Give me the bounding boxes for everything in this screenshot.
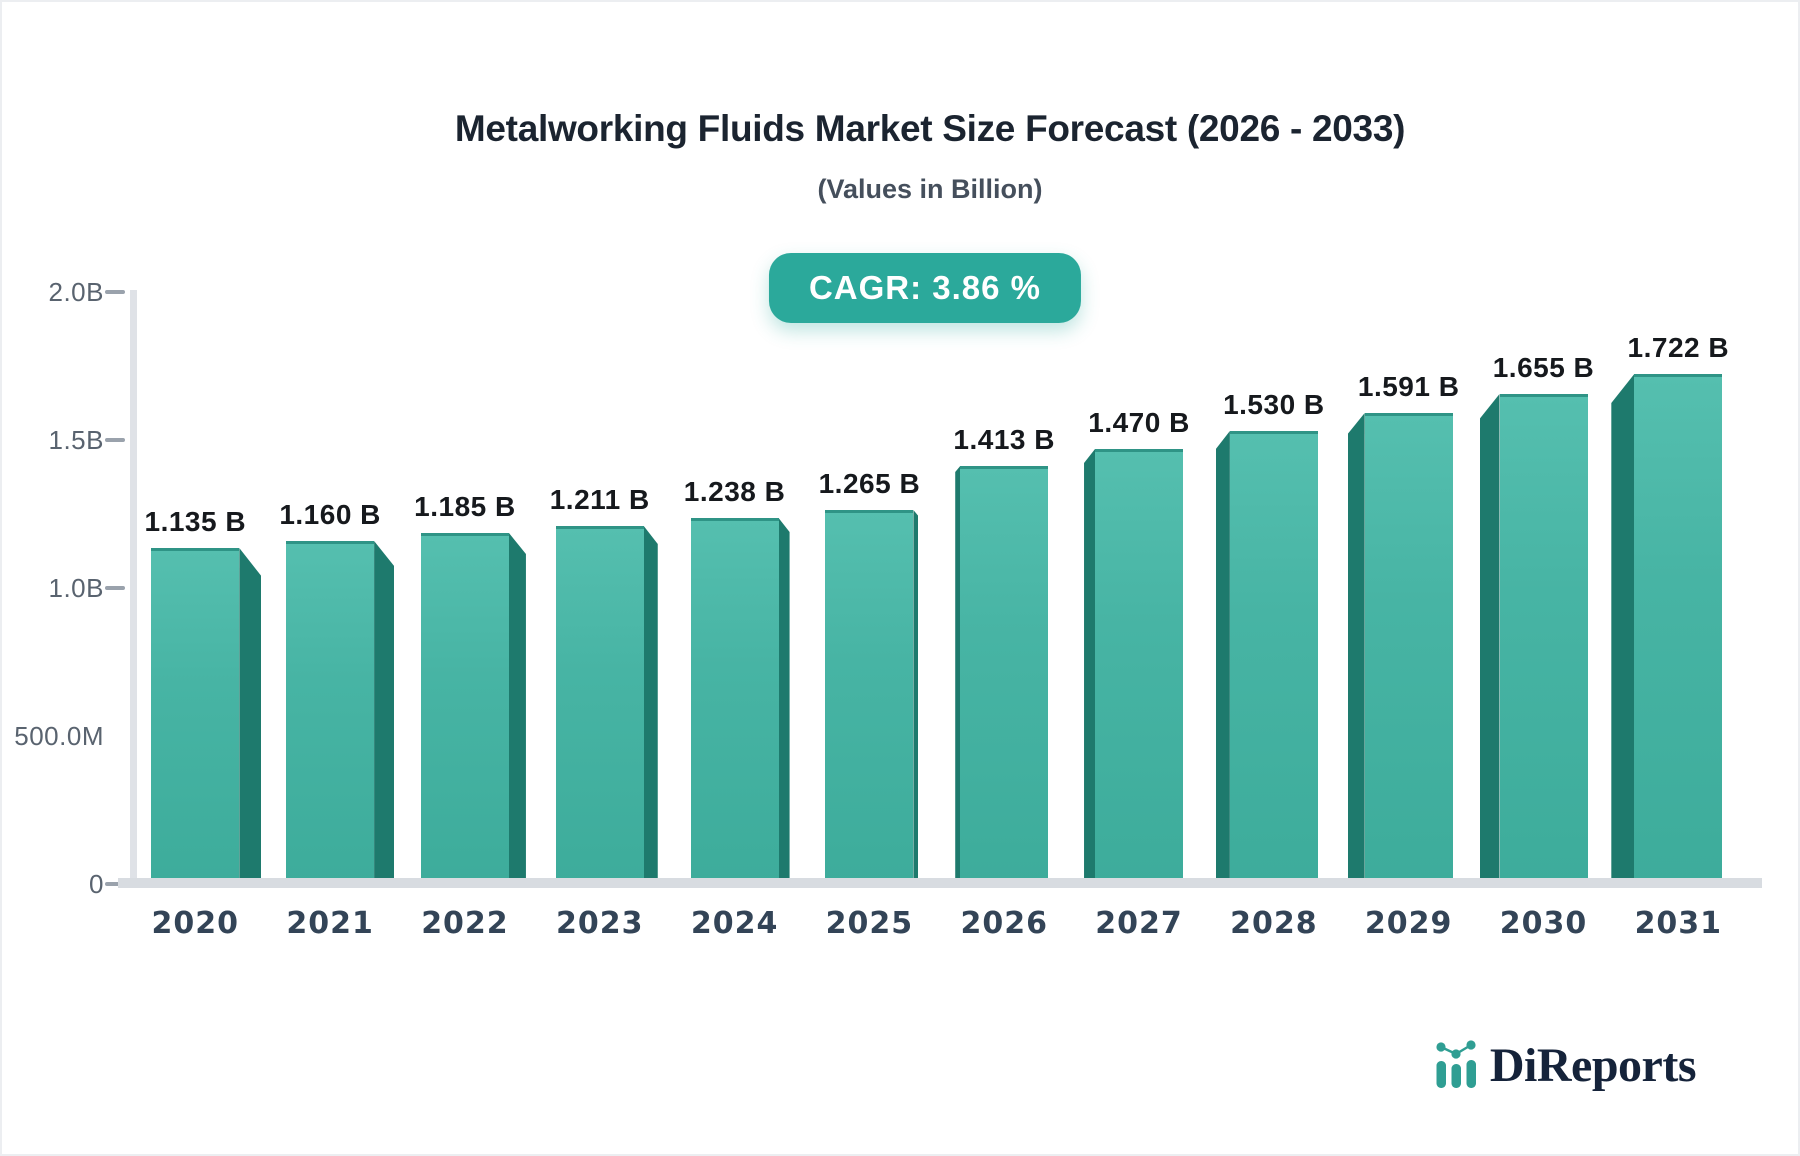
- x-axis-label: 2030: [1499, 906, 1588, 941]
- bar: [690, 518, 779, 884]
- y-axis-tick-dash: [105, 290, 125, 294]
- bar-value-label: 1.238 B: [683, 476, 786, 507]
- logo-text: DiReports: [1489, 1039, 1697, 1092]
- x-axis-label: 2028: [1230, 906, 1318, 941]
- y-axis-tick-label: 500.0M: [14, 721, 104, 751]
- bar-side-face: [1347, 413, 1365, 884]
- x-axis-label: 2022: [421, 906, 509, 941]
- bar-value-label: 1.591 B: [1357, 371, 1460, 402]
- y-axis-tick-label: 2.0B: [48, 277, 104, 307]
- bar: [555, 526, 644, 884]
- bar-value-label: 1.211 B: [549, 484, 650, 515]
- bar-value-label: 1.135 B: [144, 506, 247, 537]
- bar: [1364, 413, 1453, 884]
- bar-value-label: 1.530 B: [1223, 389, 1325, 420]
- bar-side-face: [374, 541, 395, 884]
- x-axis-label: 2025: [825, 906, 914, 941]
- x-axis-label: 2020: [151, 906, 240, 941]
- y-axis-line: [130, 290, 137, 888]
- y-axis-tick-dash: [105, 586, 125, 590]
- x-axis-label: 2024: [690, 906, 779, 941]
- bar: [1095, 449, 1184, 884]
- x-axis-label: 2026: [960, 906, 1048, 941]
- chart-subtitle: (Values in Billion): [817, 174, 1043, 204]
- y-axis-tick-label: 1.0B: [48, 573, 104, 603]
- chart-title: Metalworking Fluids Market Size Forecast…: [454, 108, 1406, 149]
- bar: [1229, 431, 1318, 884]
- x-axis-label: 2021: [286, 906, 374, 941]
- bar-side-face: [508, 533, 526, 884]
- x-axis-label: 2029: [1364, 906, 1453, 941]
- x-axis-label: 2027: [1095, 906, 1183, 941]
- bar-side-face: [1084, 449, 1096, 884]
- bar: [420, 533, 509, 884]
- y-axis-tick-dash: [105, 882, 125, 886]
- bar-side-face: [1479, 394, 1500, 884]
- bar: [825, 510, 914, 884]
- bar-side-face: [239, 548, 262, 884]
- x-axis-baseline: [118, 878, 1762, 888]
- bar-value-label: 1.413 B: [953, 424, 1056, 455]
- bar-side-face: [955, 466, 961, 884]
- y-axis-tick-label: 0: [89, 869, 104, 899]
- bar: [286, 541, 375, 884]
- bar-side-face: [913, 510, 919, 884]
- bar: [960, 466, 1049, 884]
- bar: [1499, 394, 1588, 884]
- x-axis-label: 2031: [1634, 906, 1723, 941]
- x-axis-label: 2023: [556, 906, 644, 941]
- bar-side-face: [1611, 374, 1635, 884]
- y-axis-tick-label: 1.5B: [48, 425, 104, 455]
- bar-value-label: 1.265 B: [818, 468, 921, 499]
- bar-side-face: [643, 526, 658, 884]
- cagr-badge: CAGR: 3.86 %: [768, 253, 1082, 323]
- bar-chart-logo-icon: [1436, 1040, 1476, 1088]
- bar-side-face: [1215, 431, 1230, 884]
- y-axis-tick-dash: [105, 438, 125, 442]
- bar-value-label: 1.185 B: [414, 491, 516, 522]
- bar-side-face: [778, 518, 790, 884]
- bar-value-label: 1.470 B: [1088, 407, 1190, 438]
- bar-value-label: 1.722 B: [1627, 332, 1730, 363]
- bar: [151, 548, 240, 884]
- bar-value-label: 1.655 B: [1492, 352, 1595, 383]
- bar-value-label: 1.160 B: [279, 499, 381, 530]
- bar: [1634, 374, 1723, 884]
- direports-logo: DiReports: [1434, 1038, 1697, 1092]
